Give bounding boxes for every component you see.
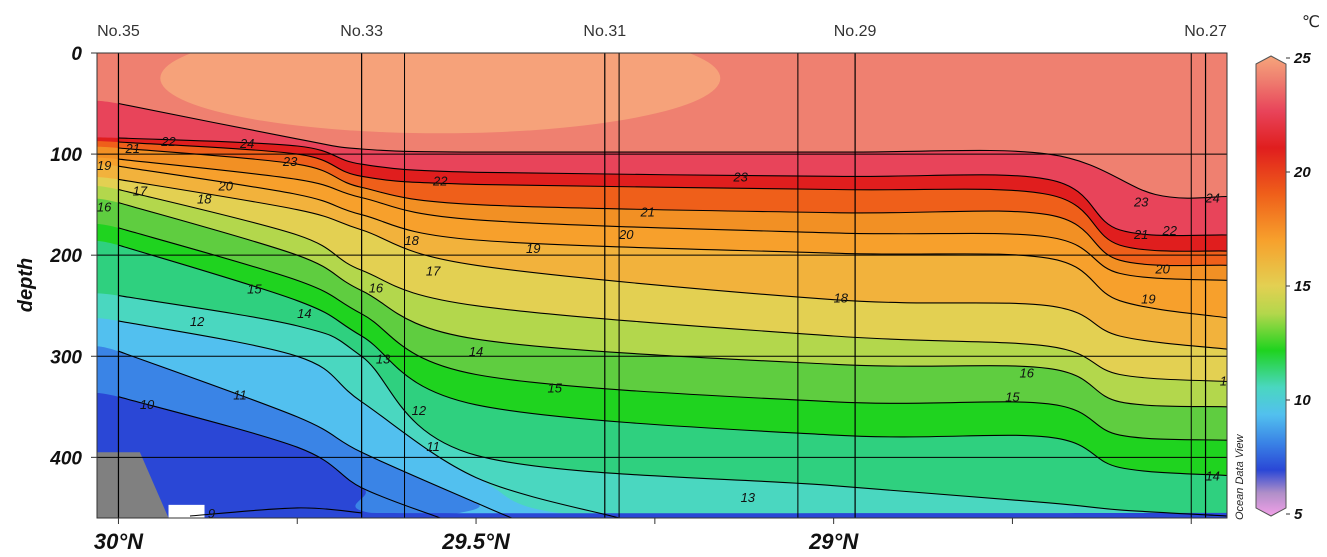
colorbar-tick-label: 15 — [1294, 278, 1311, 295]
x-tick-label: 30°N — [94, 529, 144, 554]
isotherm-label: 18 — [197, 192, 212, 207]
isotherm-label: 16 — [97, 200, 112, 215]
y-tick-label: 300 — [50, 347, 82, 368]
isotherm-21 — [118, 147, 1227, 267]
isotherm-label: 10 — [140, 397, 155, 412]
isotherm-10 — [118, 396, 441, 518]
isotherm-label: 9 — [208, 506, 215, 521]
station-label: No.29 — [834, 23, 877, 40]
isotherm-label: 16 — [1020, 365, 1035, 380]
station-label: No.27 — [1184, 23, 1227, 40]
isotherm-label: 13 — [376, 351, 391, 366]
isotherm-label: 19 — [97, 158, 111, 173]
y-tick-label: 200 — [49, 246, 82, 267]
isotherm-label: 19 — [1141, 292, 1155, 307]
isotherm-label: 13 — [741, 490, 756, 505]
isotherm-label: 12 — [190, 314, 205, 329]
isotherm-label: 21 — [1133, 227, 1148, 242]
x-tick-label: 29°N — [808, 529, 859, 554]
seafloor-white — [168, 504, 205, 518]
warm-core — [160, 53, 721, 134]
isotherm-24 — [118, 102, 1227, 199]
isotherm-label: 15 — [1005, 390, 1020, 405]
isotherm-label: 15 — [247, 282, 262, 297]
isotherm-label: 23 — [282, 154, 298, 169]
x-tick-label: 29.5°N — [441, 529, 511, 554]
station-label: No.33 — [340, 23, 383, 40]
isotherm-label: 17 — [133, 183, 148, 198]
band-below-9 — [97, 507, 1227, 518]
isotherm-label: 22 — [160, 134, 176, 149]
isotherm-15 — [118, 227, 1227, 441]
isotherm-label: 24 — [239, 136, 254, 151]
y-tick-label: 100 — [50, 145, 82, 166]
isotherm-label: 21 — [125, 141, 140, 156]
y-tick-label: 0 — [71, 44, 82, 65]
isotherm-13 — [118, 295, 1227, 517]
isotherm-18 — [118, 178, 1227, 350]
isotherm-label: 18 — [404, 233, 419, 248]
y-axis: 0 100 200 300 400 — [49, 44, 97, 469]
isotherm-label: 23 — [732, 169, 748, 184]
isotherm-11 — [118, 350, 513, 518]
seafloor-mask — [97, 452, 205, 518]
grid-lines — [97, 53, 1227, 518]
isotherm-label: 20 — [618, 227, 634, 242]
colorbar-tick-label: 10 — [1294, 392, 1311, 409]
isotherm-19 — [118, 165, 1227, 319]
isotherm-label: 16 — [369, 281, 384, 296]
isotherm-label: 17 — [1220, 374, 1235, 389]
y-axis-label: depth — [15, 258, 37, 312]
isotherm-label: 11 — [426, 439, 440, 454]
colorbar-ramp — [1255, 55, 1287, 517]
station-labels: No.35 No.33 No.31 No.29 No.27 — [97, 23, 1227, 40]
temperature-fill — [97, 53, 1227, 518]
seafloor-gray — [97, 452, 169, 518]
isotherm-label: 17 — [426, 263, 441, 278]
colorbar-tick-label: 5 — [1294, 506, 1303, 523]
colorbar: 25 20 15 10 5 ℃ — [1255, 12, 1320, 523]
isotherm-label: 24 — [1204, 191, 1219, 206]
isotherm-lines — [118, 102, 1227, 518]
isotherm-label: 11 — [233, 388, 247, 403]
isotherm-label: 14 — [469, 344, 483, 359]
isotherm-label: 22 — [432, 173, 448, 188]
isotherm-label: 23 — [1133, 195, 1149, 210]
isotherm-label: 21 — [639, 205, 654, 220]
plot-frame — [96, 52, 1228, 519]
x-axis: 30°N 29.5°N 29°N — [94, 518, 1192, 554]
station-label: No.35 — [97, 23, 140, 40]
station-label: No.31 — [583, 23, 626, 40]
isotherm-label: 15 — [547, 381, 562, 396]
isotherm-9 — [189, 507, 362, 517]
colorbar-tick-label: 20 — [1293, 164, 1311, 181]
isotherm-16 — [118, 202, 1227, 408]
isotherm-label: 20 — [217, 178, 233, 193]
isotherm-23 — [118, 137, 1227, 237]
colorbar-tick-label: 25 — [1293, 50, 1311, 67]
isotherm-17 — [118, 188, 1227, 383]
isotherm-label: 14 — [297, 306, 311, 321]
isotherm-22 — [118, 141, 1227, 252]
colorbar-unit: ℃ — [1302, 12, 1320, 31]
isotherm-20 — [118, 158, 1227, 281]
isotherm-label: 12 — [412, 403, 427, 418]
band-below-10 — [97, 393, 441, 518]
y-tick-label: 400 — [49, 448, 82, 469]
isotherm-label: 18 — [834, 291, 849, 306]
watermark-text: Ocean Data View — [1234, 434, 1246, 520]
isotherm-label: 19 — [526, 241, 540, 256]
isotherm-12 — [118, 320, 620, 518]
isotherm-label: 14 — [1205, 469, 1219, 484]
isotherm-label: 22 — [1162, 223, 1178, 238]
isotherm-14 — [118, 244, 1227, 477]
isotherm-label: 20 — [1154, 261, 1170, 276]
